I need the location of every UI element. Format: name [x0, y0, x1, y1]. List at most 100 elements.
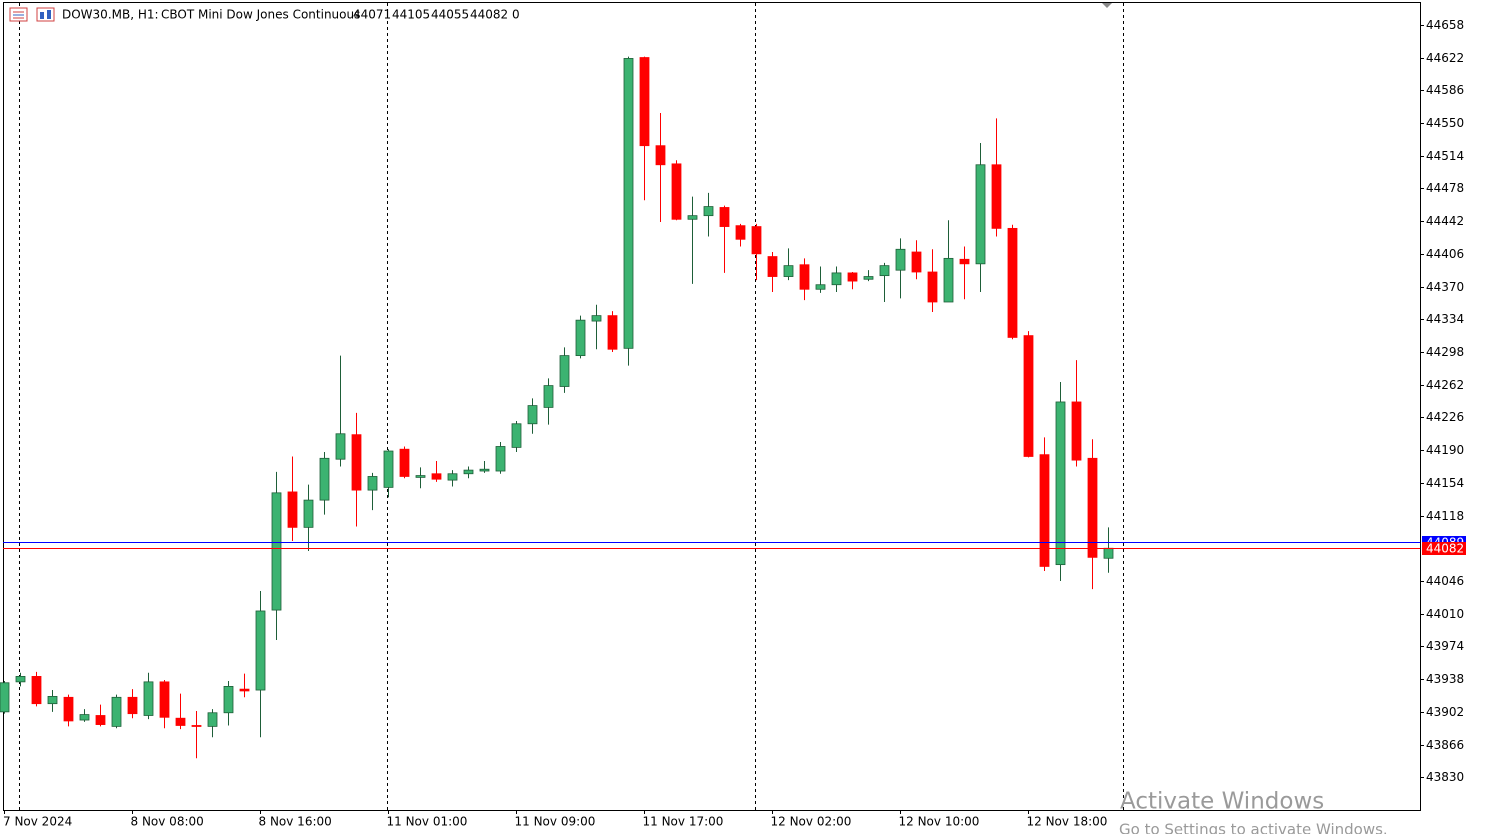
- candle-body: [735, 225, 746, 240]
- candle-body: [847, 272, 858, 282]
- candle-body: [191, 725, 202, 727]
- x-tick-label: 7 Nov 2024: [3, 815, 72, 829]
- candle-body: [863, 276, 874, 280]
- candle-body: [207, 712, 218, 727]
- candle-body: [671, 163, 682, 220]
- y-tick-label: 44442: [1426, 214, 1464, 228]
- candle-body: [319, 457, 330, 501]
- y-tick-label: 44514: [1426, 149, 1464, 163]
- plot-frame: [3, 2, 1421, 811]
- bid-label-box: [1422, 542, 1466, 555]
- x-tick-label: 11 Nov 17:00: [643, 815, 724, 829]
- y-tick-label: 44478: [1426, 181, 1464, 195]
- watermark: Go to Settings to activate Windows.: [1119, 821, 1388, 834]
- candle-body: [511, 423, 522, 448]
- shift-marker: [1102, 3, 1112, 8]
- candle-body: [991, 164, 1002, 229]
- candle-body: [351, 434, 362, 491]
- candle-body: [287, 491, 298, 528]
- y-tick-label: 44262: [1426, 378, 1464, 392]
- candle-body: [159, 681, 170, 718]
- candle-body: [815, 284, 826, 290]
- x-tick-label: 8 Nov 08:00: [131, 815, 204, 829]
- y-tick-label: 44658: [1426, 18, 1464, 32]
- header-extra: 0: [512, 8, 520, 22]
- y-tick-label: 43902: [1426, 705, 1464, 719]
- candle-body: [31, 676, 42, 705]
- y-tick-label: 44406: [1426, 247, 1464, 261]
- candle-body: [879, 265, 890, 277]
- y-tick-label: 43830: [1426, 770, 1464, 784]
- candle-body: [703, 206, 714, 217]
- y-tick-label: 44334: [1426, 312, 1464, 326]
- y-tick-label: 44118: [1426, 509, 1464, 523]
- candle-body: [655, 145, 666, 166]
- y-tick-label: 44226: [1426, 410, 1464, 424]
- icon-bar: [40, 12, 44, 19]
- period-separators: [19, 3, 1124, 810]
- icon: [36, 7, 55, 22]
- candle-body: [1007, 227, 1018, 338]
- y-tick-label: 44298: [1426, 345, 1464, 359]
- candle-body: [47, 696, 58, 705]
- header-open: 44071: [353, 8, 391, 22]
- candle-body: [959, 258, 970, 265]
- candle-body: [127, 696, 138, 715]
- candle-body: [399, 448, 410, 477]
- candle-body: [559, 355, 570, 387]
- candle-body: [431, 473, 442, 480]
- candle-body: [911, 251, 922, 273]
- candle-body: [943, 257, 954, 303]
- candle-body: [895, 248, 906, 271]
- candle-body: [975, 164, 986, 265]
- candle-body: [1039, 454, 1050, 567]
- candle-body: [415, 475, 426, 478]
- candle-body: [575, 319, 586, 357]
- candle-body: [751, 226, 762, 255]
- candle-body: [367, 476, 378, 491]
- candle-body: [1071, 401, 1082, 461]
- candle-body: [255, 610, 266, 691]
- candle-body: [111, 696, 122, 727]
- watermark: Activate Windows: [1120, 789, 1324, 815]
- candle-body: [175, 717, 186, 726]
- y-tick-label: 44010: [1426, 607, 1464, 621]
- candle-body: [495, 446, 506, 472]
- description: CBOT Mini Dow Jones Continuous: [161, 8, 360, 22]
- bid-label: 44082: [1426, 542, 1464, 556]
- candle-body: [335, 433, 346, 460]
- x-tick-label: 12 Nov 10:00: [899, 815, 980, 829]
- candle-body: [591, 315, 602, 322]
- candle-body: [95, 715, 106, 725]
- candle-body: [687, 215, 698, 220]
- candle-body: [447, 473, 458, 481]
- icon-bar: [47, 10, 51, 19]
- candle-body: [639, 57, 650, 147]
- x-tick-label: 8 Nov 16:00: [259, 815, 332, 829]
- candle-body: [239, 688, 250, 692]
- candle-body: [223, 686, 234, 714]
- candle-body: [143, 681, 154, 716]
- candle-body: [1023, 335, 1034, 457]
- candle-body: [479, 468, 490, 472]
- candle-body: [831, 272, 842, 286]
- y-tick-label: 44046: [1426, 574, 1464, 588]
- candle-body: [271, 492, 282, 611]
- y-tick-label: 43938: [1426, 672, 1464, 686]
- x-tick-label: 12 Nov 02:00: [771, 815, 852, 829]
- candle-body: [1055, 401, 1066, 566]
- candle-body: [0, 682, 10, 713]
- candle-body: [719, 207, 730, 227]
- header-close: 44082: [470, 8, 508, 22]
- x-tick-label: 11 Nov 01:00: [387, 815, 468, 829]
- candle-body: [783, 265, 794, 277]
- candle-body: [1087, 457, 1098, 558]
- candle-body: [527, 405, 538, 425]
- symbol: DOW30.MB, H1:: [62, 8, 159, 22]
- candle-body: [303, 499, 314, 528]
- header-icons: [9, 7, 55, 22]
- candle-body: [927, 271, 938, 303]
